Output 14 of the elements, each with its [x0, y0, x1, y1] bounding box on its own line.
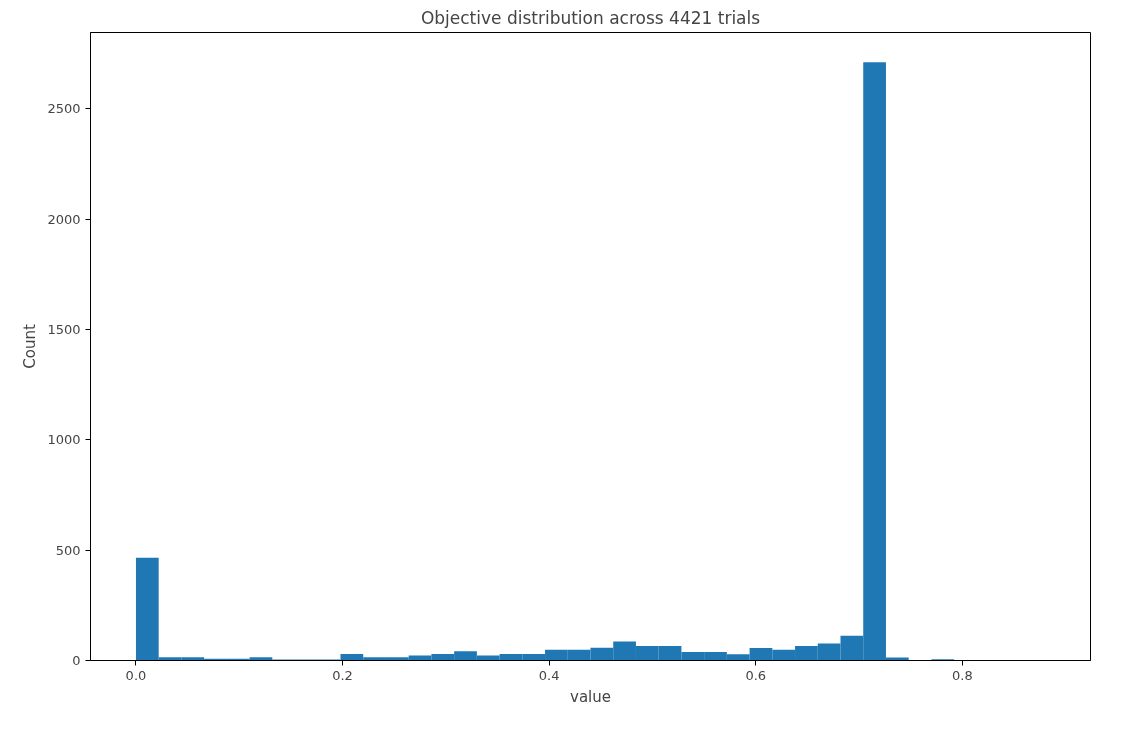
- y-tick-label: 2500: [47, 101, 81, 117]
- x-tick-label: 0.0: [125, 667, 147, 683]
- y-axis-title: Count: [21, 324, 40, 369]
- x-tick-label: 0.6: [745, 667, 767, 683]
- x-tick-label: 0.4: [538, 667, 560, 683]
- y-tick-label: 500: [55, 542, 81, 558]
- x-axis-title: value: [570, 687, 611, 706]
- x-tick-label: 0.2: [332, 667, 353, 683]
- chart-title: Objective distribution across 4421 trials: [420, 7, 761, 28]
- y-tick-label: 2000: [47, 211, 81, 227]
- x-tick-label: 0.8: [952, 667, 973, 683]
- y-tick-label: 1000: [47, 432, 81, 448]
- y-tick-label: 0: [72, 653, 81, 668]
- y-tick-label: 1500: [47, 321, 81, 337]
